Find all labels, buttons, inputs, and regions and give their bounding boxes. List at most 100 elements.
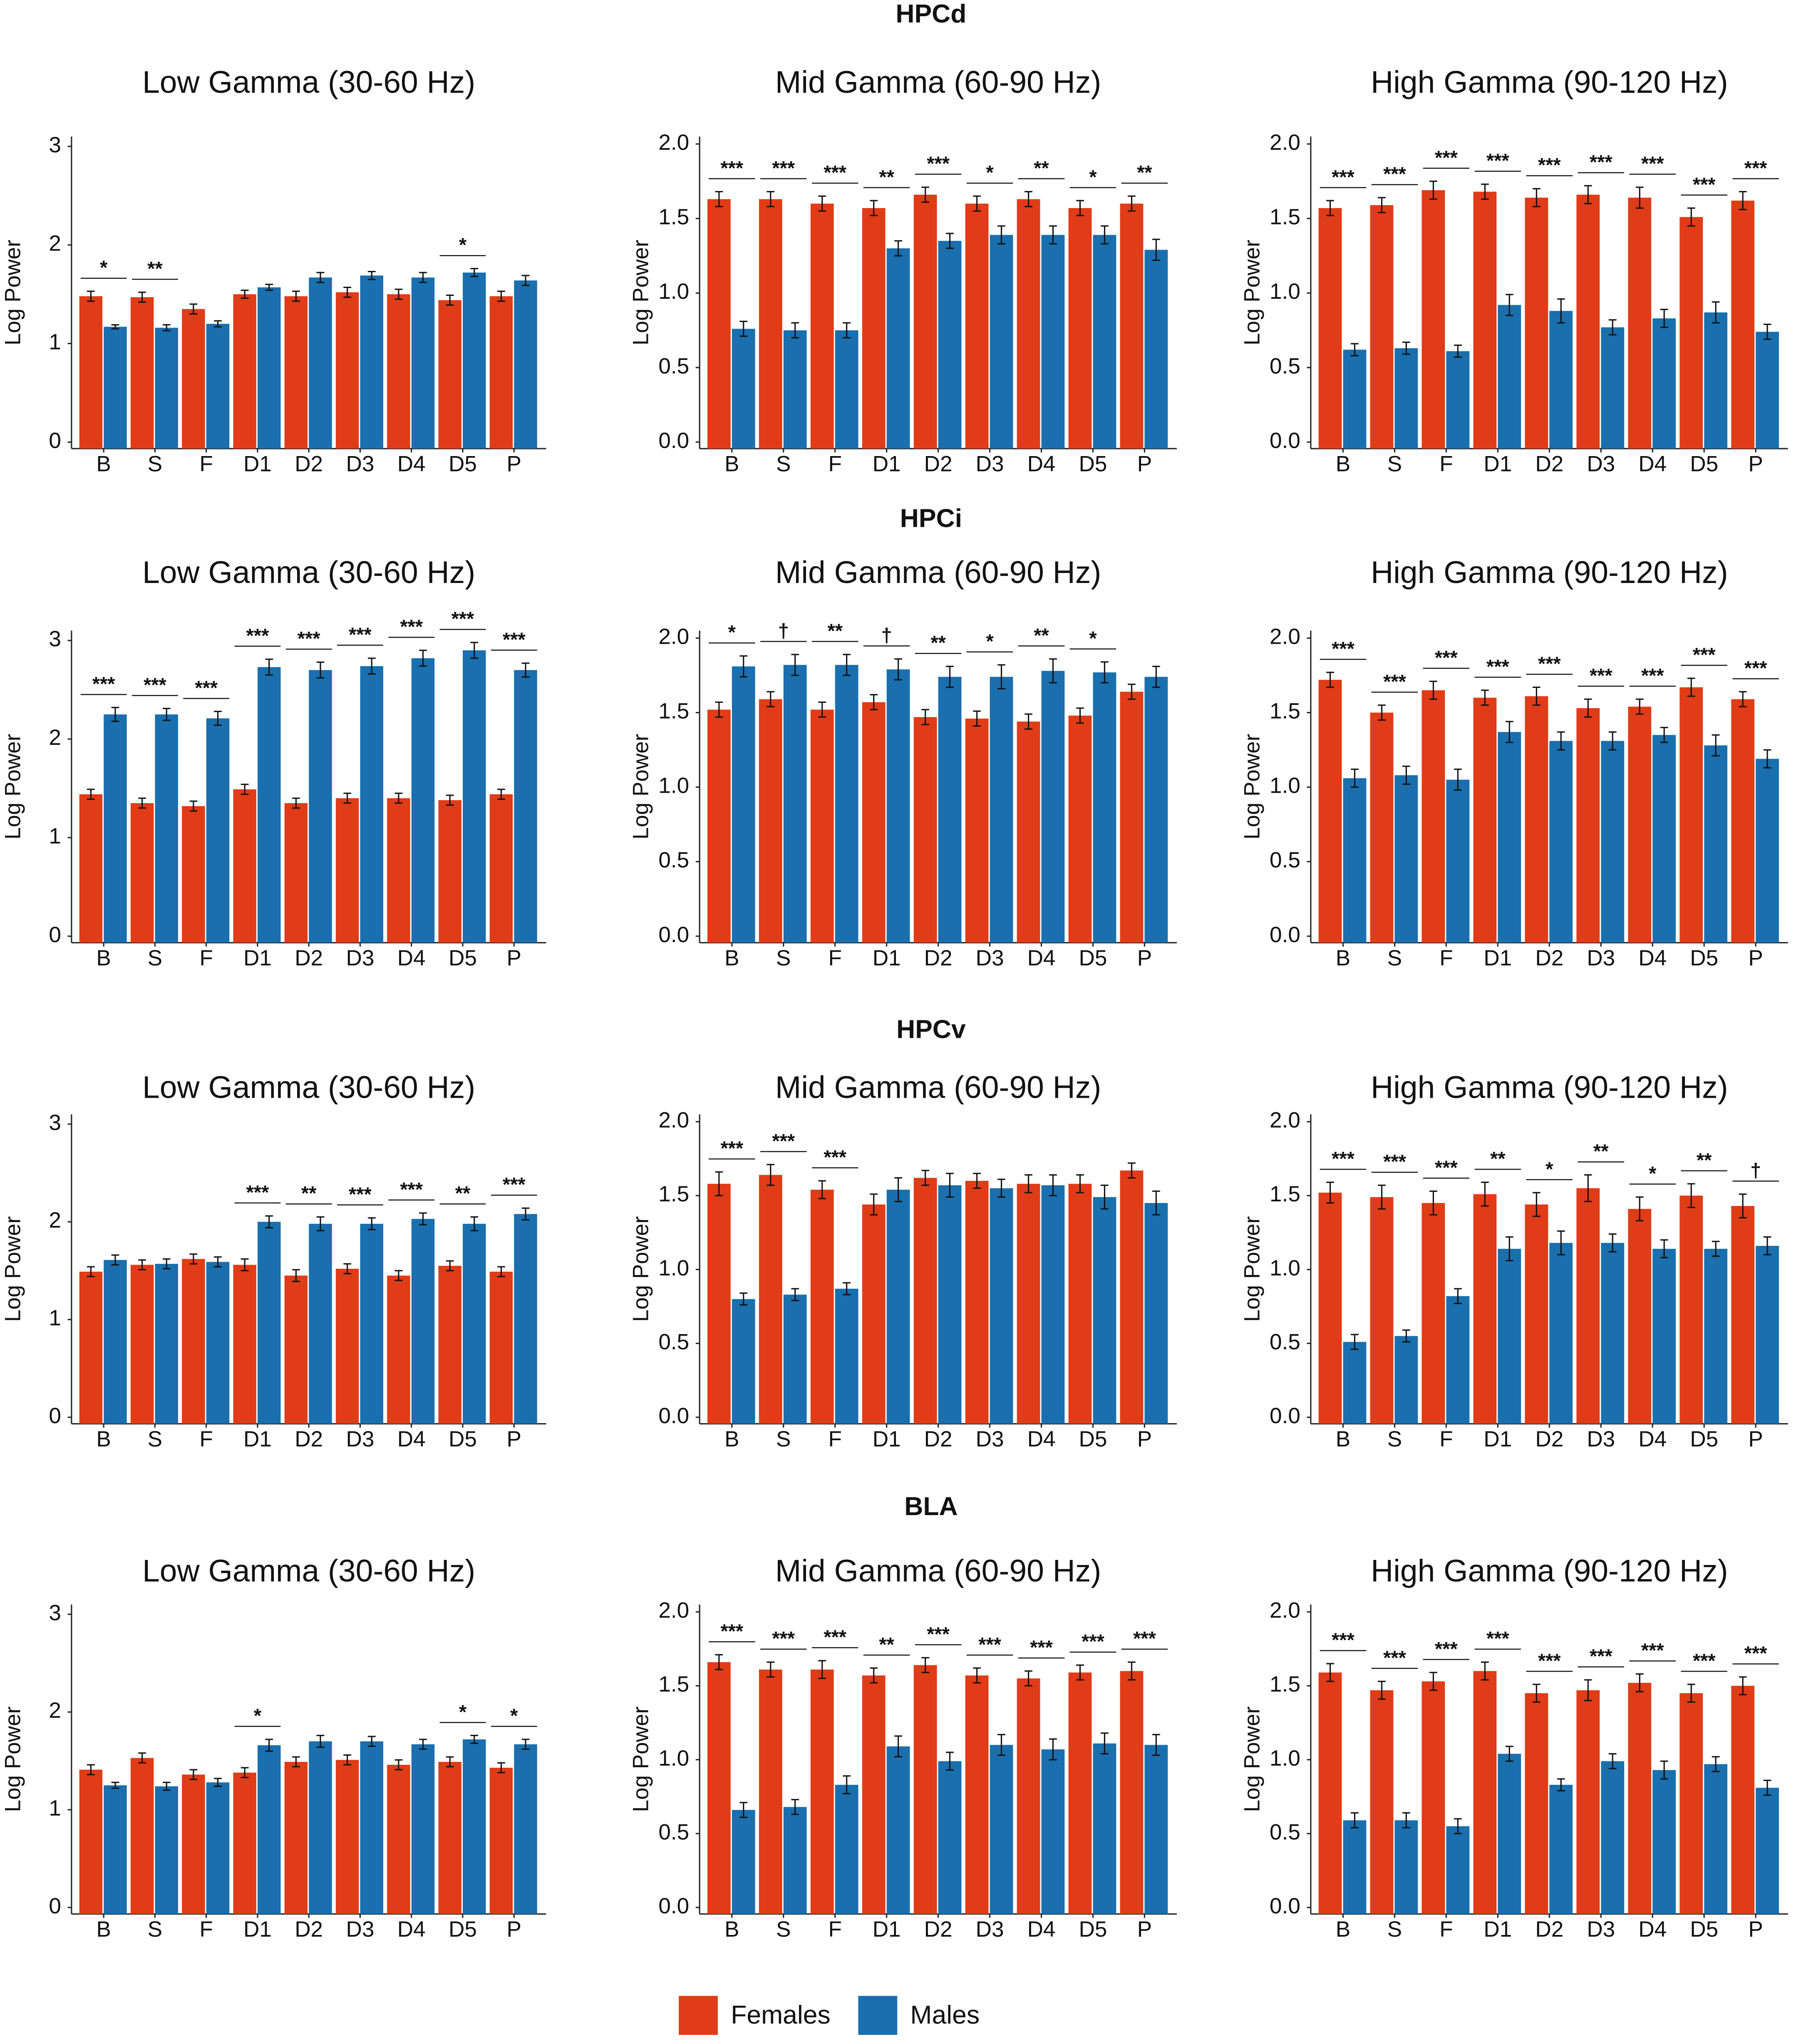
error-bar	[1326, 200, 1334, 216]
bar	[1549, 311, 1573, 449]
x-tick-label: D4	[397, 1917, 426, 1942]
error-bar	[1687, 1183, 1695, 1208]
bar	[411, 277, 435, 449]
bar	[360, 1741, 383, 1914]
x-tick-label: B	[724, 452, 739, 476]
error-bar	[1152, 238, 1160, 261]
bar	[1525, 1204, 1548, 1424]
bar	[1318, 680, 1342, 943]
chart: Mid Gamma (60-90 Hz) Log Power 0.0 0.5 1.0 1.…	[629, 64, 1177, 476]
error-bar	[189, 800, 198, 812]
significance-label: **	[879, 1634, 894, 1655]
error-bar	[1584, 1679, 1592, 1702]
bar	[1421, 1203, 1445, 1424]
error-bar	[419, 272, 427, 283]
significance-label: ***	[1383, 671, 1406, 692]
error-bar	[497, 1266, 505, 1278]
bar	[284, 1275, 308, 1424]
error-bar	[1429, 180, 1437, 200]
bar	[130, 803, 154, 943]
x-tick-label: S	[1387, 1917, 1402, 1942]
x-tick-label: D5	[1079, 1427, 1107, 1451]
x-tick-label: D5	[449, 1917, 477, 1942]
y-tick-label: 2.0	[658, 624, 689, 649]
y-tick-label: 0	[49, 1404, 61, 1428]
x-tick-label: D3	[976, 1917, 1004, 1942]
error-bar	[973, 1173, 981, 1189]
bar	[707, 1662, 731, 1914]
error-bar	[241, 1258, 249, 1272]
x-tick-label: D3	[1587, 1917, 1615, 1942]
x-tick-label: P	[1137, 1427, 1152, 1451]
error-bar	[1378, 197, 1386, 213]
significance-label: ***	[1435, 1638, 1458, 1660]
x-tick-label: B	[724, 946, 739, 970]
error-bar	[343, 1754, 352, 1766]
error-bar	[1128, 1661, 1136, 1681]
error-bar	[1025, 1174, 1032, 1193]
y-tick-label: 2.0	[1270, 624, 1300, 649]
error-bar	[214, 320, 222, 327]
error-bar	[791, 1288, 799, 1301]
bar	[810, 1189, 834, 1424]
y-tick-label: 0.5	[1270, 1820, 1300, 1844]
bar	[1549, 741, 1573, 943]
error-bar	[1532, 1192, 1541, 1217]
bar	[1601, 327, 1625, 449]
error-bar	[1687, 207, 1695, 227]
error-bar	[1076, 200, 1084, 216]
error-bar	[1351, 343, 1359, 357]
significance-label: ***	[1332, 638, 1354, 660]
bar	[1679, 217, 1703, 449]
significance-label: *	[459, 1701, 467, 1723]
error-bar	[870, 1667, 878, 1684]
error-bar	[1481, 690, 1489, 706]
x-tick-label: B	[96, 1917, 111, 1942]
error-bar	[1763, 1779, 1771, 1796]
error-bar	[1660, 727, 1668, 743]
bar	[309, 1741, 332, 1914]
bar	[1498, 1754, 1521, 1914]
x-tick-label: F	[199, 452, 213, 476]
bar	[438, 1761, 461, 1914]
error-bar	[1608, 1233, 1617, 1253]
y-tick-label: 1	[49, 330, 61, 355]
significance-label: *	[1089, 628, 1097, 649]
x-tick-label: S	[148, 1917, 162, 1942]
error-bar	[162, 708, 171, 721]
bar	[707, 709, 731, 943]
x-tick-label: D2	[295, 452, 323, 476]
bar	[1068, 1672, 1092, 1914]
error-bar	[1429, 1672, 1437, 1691]
bar	[1041, 235, 1065, 449]
y-tick-label: 1.0	[1270, 1256, 1300, 1280]
bar	[1704, 312, 1728, 449]
x-tick-label: B	[96, 946, 111, 970]
significance-label: **	[1034, 157, 1049, 179]
x-tick-label: S	[776, 946, 791, 970]
significance-label: ***	[246, 1181, 269, 1203]
error-bar	[1378, 1680, 1386, 1700]
y-tick-label: 2.0	[1270, 1598, 1300, 1623]
bar	[1756, 1245, 1779, 1424]
y-axis-label: Log Power	[629, 1216, 653, 1322]
error-bar	[497, 1762, 505, 1774]
significance-label: ***	[400, 1178, 423, 1200]
bar	[79, 1271, 103, 1424]
y-axis-label: Log Power	[629, 240, 653, 345]
bar	[1068, 715, 1092, 943]
error-bar	[715, 1171, 723, 1196]
chart-title: High Gamma (90-120 Hz)	[1371, 1069, 1728, 1104]
bar	[438, 800, 461, 943]
bar	[1041, 1749, 1065, 1914]
x-tick-label: B	[1336, 946, 1350, 970]
y-axis-label: Log Power	[1240, 1707, 1264, 1812]
error-bar	[394, 1759, 403, 1771]
bar	[463, 1223, 486, 1424]
error-bar	[419, 1739, 427, 1750]
y-tick-label: 0.5	[658, 848, 689, 873]
bar	[1756, 332, 1779, 449]
significance-label: ***	[772, 1628, 795, 1650]
significance-label: *	[986, 630, 994, 652]
bar	[463, 650, 486, 943]
